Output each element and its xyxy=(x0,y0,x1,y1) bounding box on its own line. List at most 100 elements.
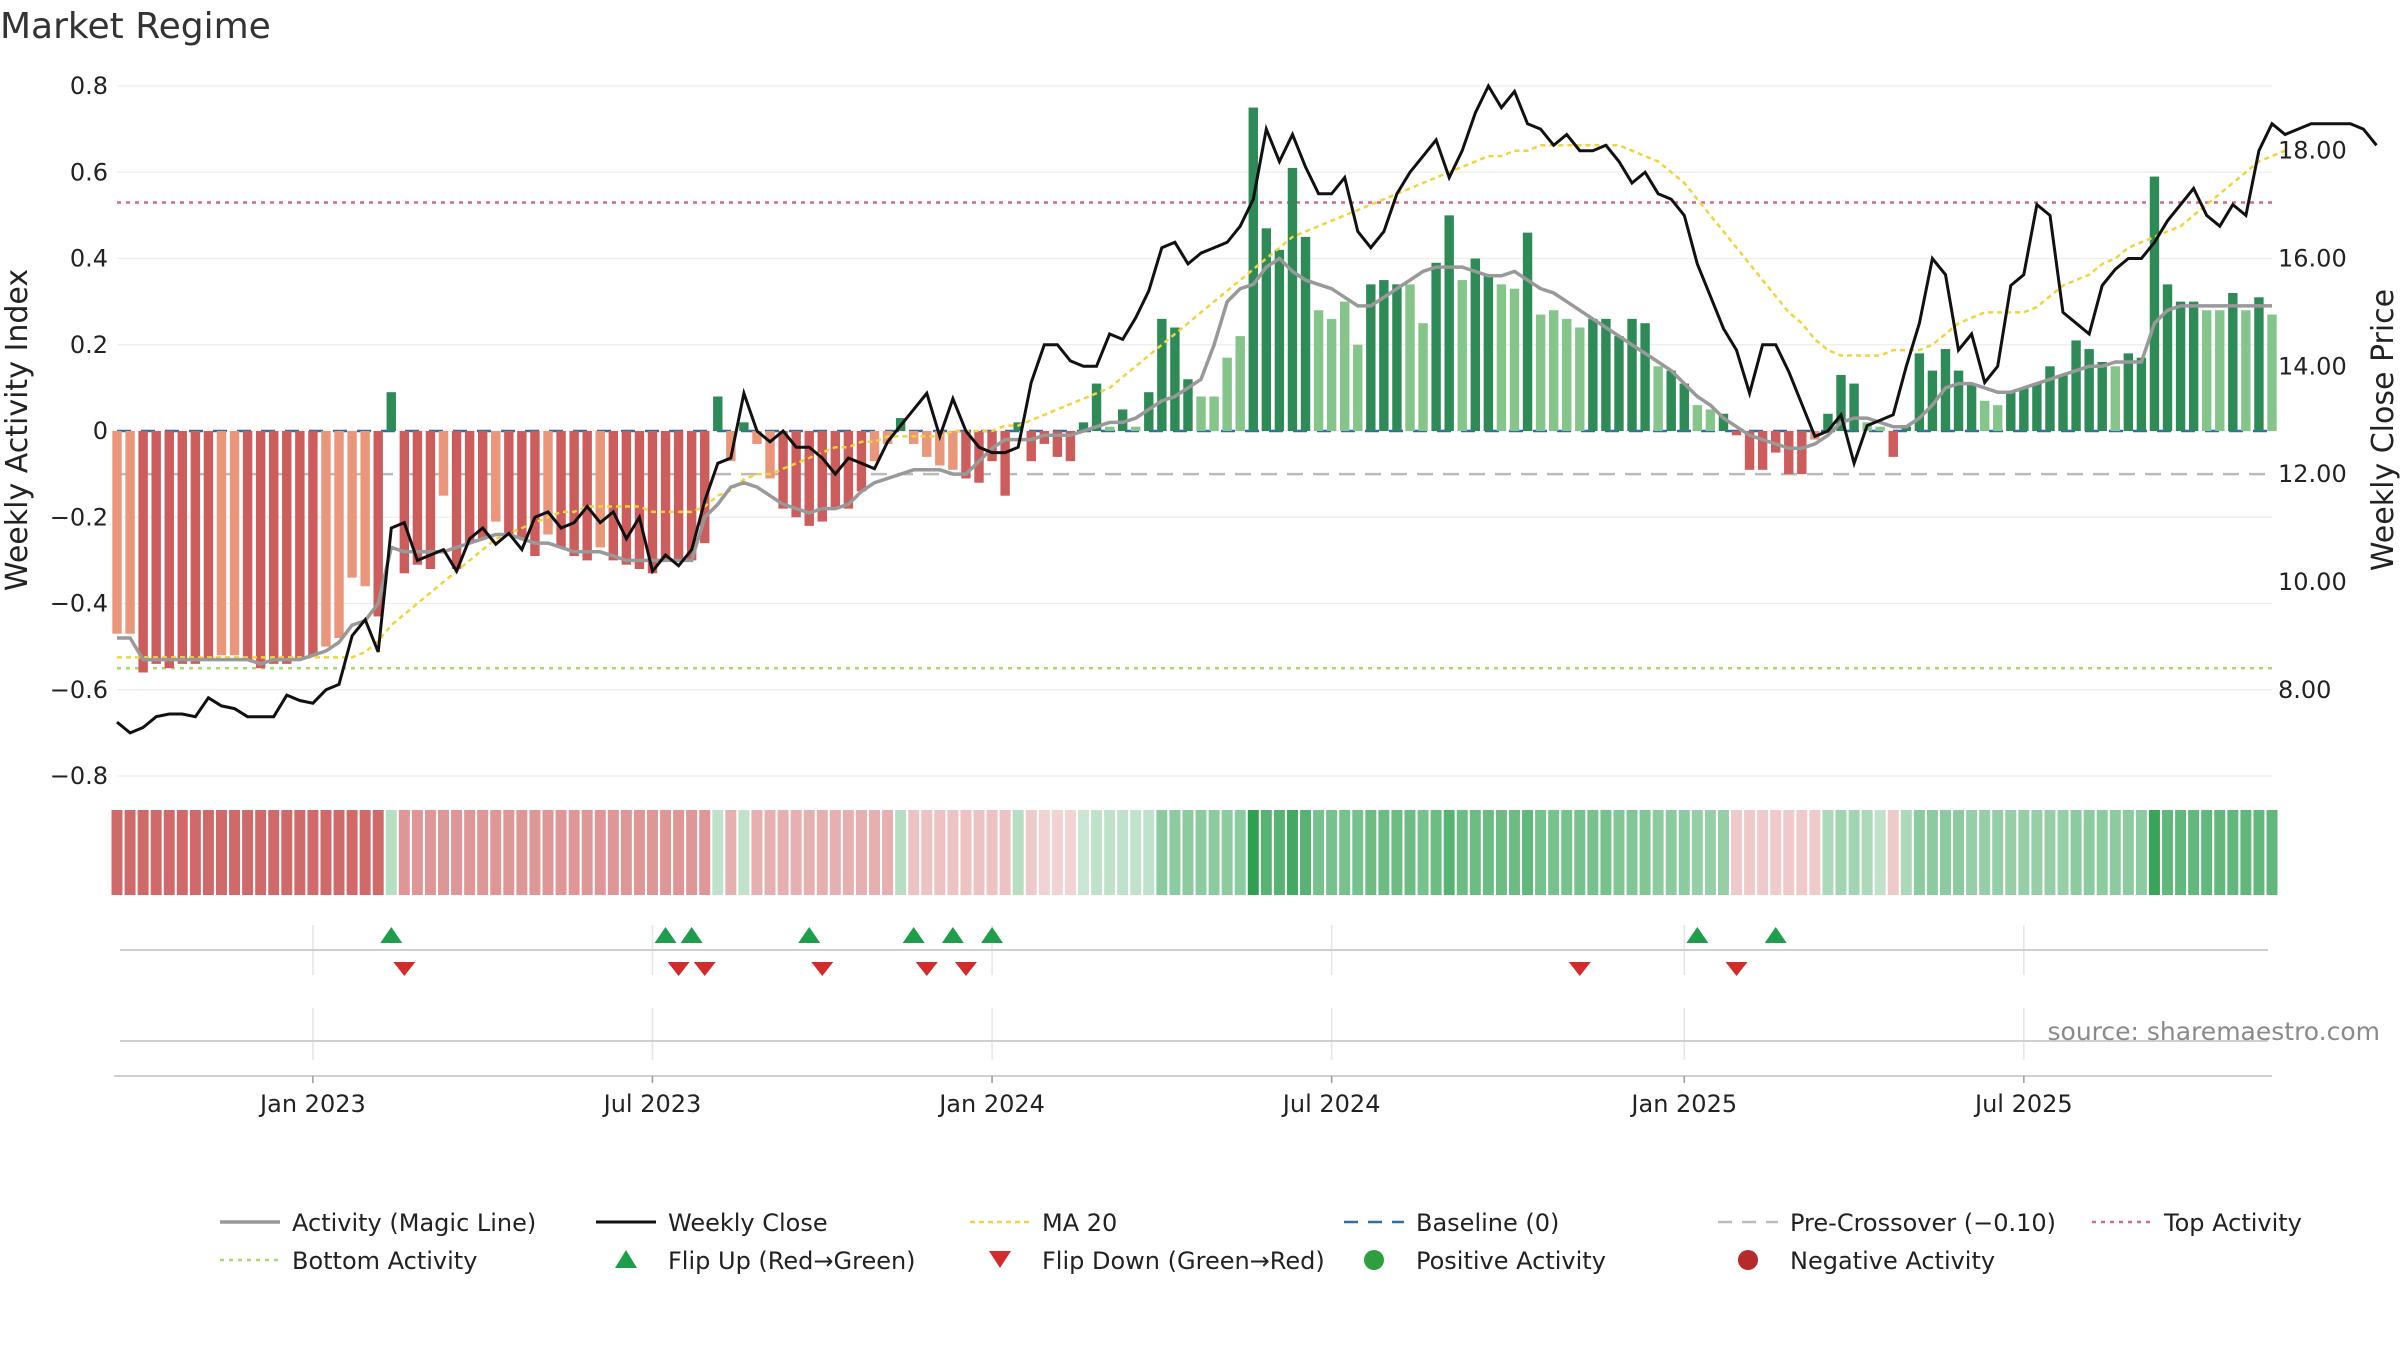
activity-bar xyxy=(517,431,527,539)
legend-item-magic: Activity (Magic Line) xyxy=(220,1209,536,1237)
regime-cell xyxy=(1887,810,1899,895)
activity-bar xyxy=(1614,336,1624,431)
activity-bar xyxy=(647,431,658,574)
activity-bar xyxy=(1392,284,1402,431)
regime-cell xyxy=(1482,810,1494,895)
activity-bar xyxy=(2019,387,2029,431)
regime-cell xyxy=(1195,810,1207,895)
activity-bar xyxy=(203,431,214,660)
regime-cell xyxy=(1300,810,1312,895)
regime-cell xyxy=(725,810,737,895)
activity-bar xyxy=(334,431,344,638)
regime-cell xyxy=(1835,810,1847,895)
flip-up-marker xyxy=(654,927,677,943)
activity-bar xyxy=(1522,232,1533,431)
regime-cell xyxy=(2227,810,2239,895)
regime-cell xyxy=(398,810,410,895)
legend-label: Bottom Activity xyxy=(292,1247,477,1275)
regime-cell xyxy=(568,810,580,895)
activity-bar xyxy=(151,431,161,664)
regime-cell xyxy=(1966,810,1978,895)
regime-cell xyxy=(855,810,867,895)
regime-cell xyxy=(1535,810,1547,895)
regime-cell xyxy=(607,810,619,895)
legend-label: Baseline (0) xyxy=(1416,1209,1559,1237)
flip-up-marker xyxy=(380,927,403,943)
regime-cell xyxy=(2031,810,2043,895)
regime-cell xyxy=(620,810,632,895)
regime-cell xyxy=(646,810,658,895)
activity-bar xyxy=(543,431,553,535)
activity-bar xyxy=(686,431,697,561)
regime-cell xyxy=(2005,810,2017,895)
regime-cell xyxy=(307,810,319,895)
regime-cell xyxy=(1260,810,1272,895)
activity-bar xyxy=(843,431,854,509)
activity-bar xyxy=(229,431,240,656)
regime-cell xyxy=(1822,810,1834,895)
regime-cell xyxy=(1495,810,1507,895)
regime-cell xyxy=(2201,810,2213,895)
activity-bar xyxy=(948,431,958,470)
activity-bar xyxy=(1901,426,1912,431)
right-tick-label: 10.00 xyxy=(2278,568,2347,596)
activity-bar xyxy=(974,431,984,483)
activity-bar xyxy=(856,431,867,492)
regime-cell xyxy=(751,810,763,895)
activity-bar xyxy=(1692,405,1703,431)
regime-cell xyxy=(137,810,149,895)
regime-cell xyxy=(2083,810,2095,895)
activity-bar xyxy=(1000,431,1010,496)
regime-cell xyxy=(1038,810,1050,895)
regime-cell xyxy=(1796,810,1808,895)
regime-cell xyxy=(594,810,606,895)
flip-up-marker xyxy=(680,927,703,943)
activity-bar xyxy=(2254,297,2264,431)
regime-cell xyxy=(947,810,959,895)
regime-cell xyxy=(1221,810,1233,895)
activity-bar xyxy=(269,431,279,664)
regime-cell xyxy=(150,810,162,895)
activity-bar xyxy=(464,431,475,544)
x-tick-label: Jul 2024 xyxy=(1281,1090,1381,1118)
source-note: source: sharemaestro.com xyxy=(2048,1017,2381,1046)
regime-cell xyxy=(1234,810,1246,895)
activity-bar xyxy=(1679,383,1689,431)
flip-markers-panel xyxy=(120,927,2268,976)
flip-up-marker xyxy=(981,927,1004,943)
activity-bar xyxy=(308,431,318,656)
regime-cell xyxy=(542,810,554,895)
activity-bar xyxy=(1091,383,1102,431)
activity-bar xyxy=(752,431,762,444)
activity-bar xyxy=(1875,426,1885,431)
series-lines xyxy=(116,82,2378,735)
left-axis-ticks: 0.8 0.6 0.4 0.2 0 −0.2 −0.4 −0.6 −0.8 xyxy=(50,72,108,790)
regime-cell xyxy=(2109,810,2121,895)
legend-label: Flip Up (Red→Green) xyxy=(668,1247,916,1275)
legend-label: Weekly Close xyxy=(668,1209,828,1237)
activity-bar xyxy=(621,431,632,565)
activity-bar xyxy=(1261,228,1272,431)
activity-bar xyxy=(556,431,566,548)
regime-cell xyxy=(1247,810,1259,895)
legend-swatch xyxy=(989,1251,1011,1268)
legend-item-precross: Pre-Crossover (−0.10) xyxy=(1718,1209,2056,1237)
regime-cell xyxy=(1025,810,1037,895)
regime-cell xyxy=(385,810,397,895)
activity-bar xyxy=(1287,167,1298,431)
regime-cell xyxy=(1443,810,1455,895)
regime-cell xyxy=(1130,810,1142,895)
regime-cell xyxy=(1273,810,1285,895)
activity-bar xyxy=(2110,366,2120,431)
regime-cell xyxy=(320,810,332,895)
activity-bar xyxy=(216,431,227,656)
activity-bar xyxy=(1784,431,1794,475)
activity-bar xyxy=(321,431,331,647)
flip-up-marker xyxy=(941,927,964,943)
regime-cell xyxy=(1143,810,1155,895)
activity-bar xyxy=(1927,370,1938,431)
regime-cell xyxy=(1064,810,1076,895)
magic-line xyxy=(117,256,2272,666)
activity-bar xyxy=(935,431,945,466)
activity-bar xyxy=(1705,409,1716,431)
